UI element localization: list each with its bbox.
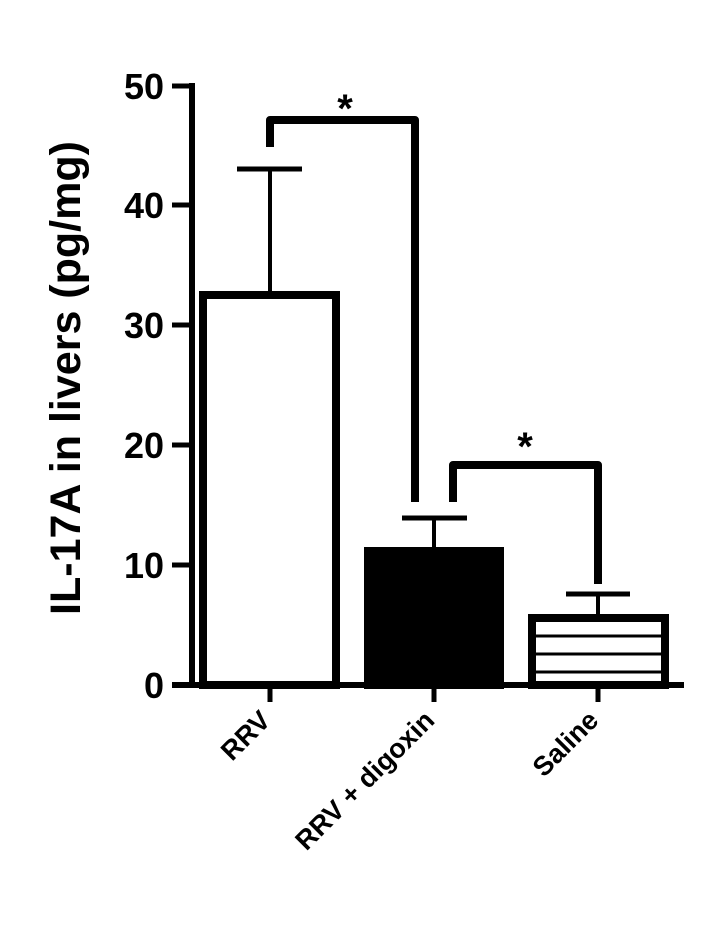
y-tick-label-50: 50: [124, 66, 164, 107]
y-axis-title: IL-17A in livers (pg/mg): [42, 141, 90, 615]
bar-rrv: [199, 166, 340, 689]
y-tick-label-0: 0: [144, 665, 164, 706]
significance-bracket-1: *: [266, 87, 419, 502]
y-tick-label-40: 40: [124, 185, 164, 226]
x-axis: RRV RRV + digoxin Saline: [172, 682, 684, 856]
significance-star-2: *: [517, 425, 533, 469]
bar-saline: [528, 591, 669, 689]
bar-rrv-digoxin: [364, 515, 504, 689]
significance-star-1: *: [337, 87, 353, 131]
x-label-rrv-digoxin: RRV + digoxin: [289, 705, 440, 856]
x-label-rrv: RRV: [215, 705, 276, 766]
x-label-saline: Saline: [527, 705, 604, 782]
significance-bracket-2: *: [449, 425, 602, 584]
y-tick-label-10: 10: [124, 545, 164, 586]
y-tick-label-20: 20: [124, 425, 164, 466]
y-tick-label-30: 30: [124, 305, 164, 346]
bars: [199, 166, 669, 689]
y-axis: 0 10 20 30 40 50: [124, 66, 195, 706]
